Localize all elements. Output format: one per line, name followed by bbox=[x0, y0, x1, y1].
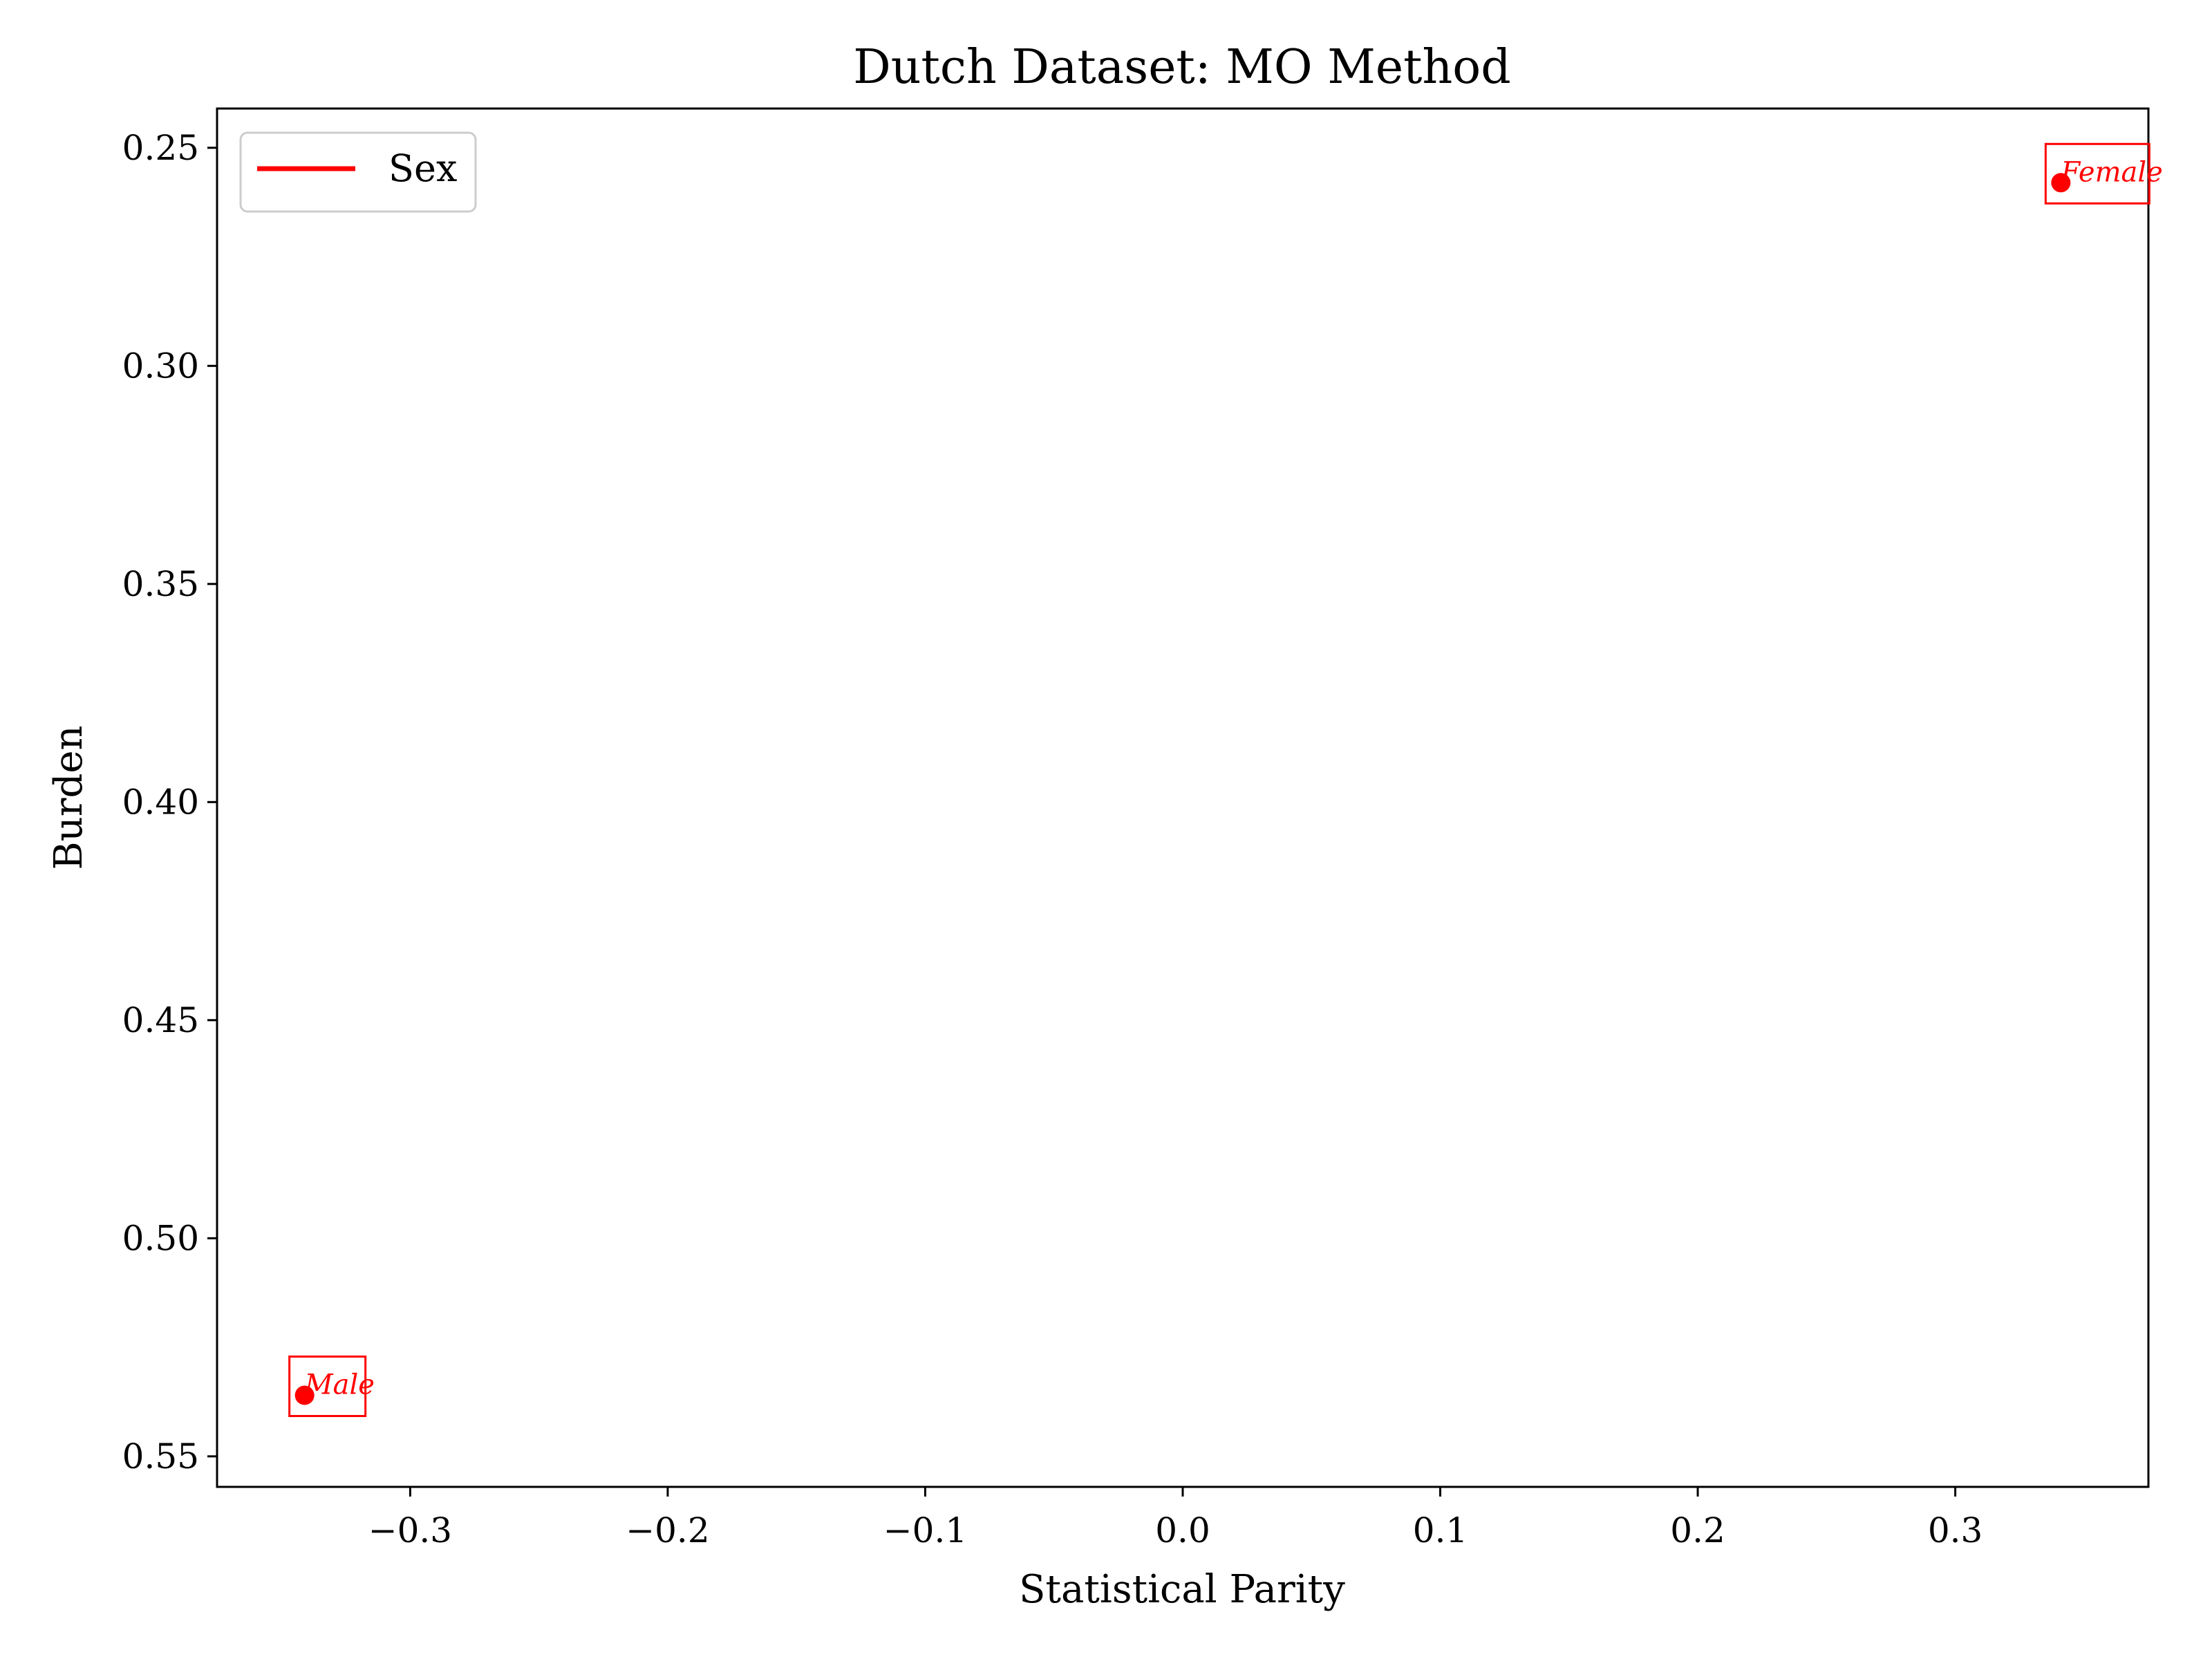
data-points: Male Female bbox=[288, 142, 2163, 1417]
x-axis-label: Statistical Parity bbox=[1019, 1567, 1345, 1612]
x-tick-label: 0.2 bbox=[1670, 1510, 1725, 1550]
x-tick-label: 0.3 bbox=[1928, 1510, 1983, 1550]
y-axis-label: Burden bbox=[46, 725, 91, 870]
chart-title: Dutch Dataset: MO Method bbox=[853, 40, 1511, 95]
data-point-male bbox=[294, 1385, 315, 1405]
legend: Sex bbox=[239, 131, 477, 213]
legend-box bbox=[239, 131, 477, 213]
y-tick-label: 0.50 bbox=[122, 1218, 199, 1258]
data-point-female bbox=[2051, 173, 2071, 193]
y-axis: 0.25 0.30 0.35 0.40 0.45 0.50 0.55 bbox=[122, 128, 217, 1477]
y-tick-label: 0.55 bbox=[122, 1436, 199, 1477]
x-tick-label: 0.1 bbox=[1413, 1510, 1468, 1550]
point-label-female: Female bbox=[2060, 156, 2162, 188]
x-tick-label: −0.1 bbox=[883, 1510, 967, 1550]
point-label-box-female bbox=[2044, 142, 2150, 205]
x-tick-label: −0.2 bbox=[626, 1510, 709, 1550]
y-tick-label: 0.25 bbox=[122, 128, 199, 168]
point-label-box-male bbox=[288, 1355, 367, 1417]
y-tick-label: 0.45 bbox=[122, 1000, 199, 1040]
y-tick-label: 0.40 bbox=[122, 782, 199, 822]
x-tick-label: 0.0 bbox=[1155, 1510, 1210, 1550]
x-axis: −0.3 −0.2 −0.1 0.0 0.1 0.2 0.3 bbox=[368, 1487, 1983, 1550]
y-tick-label: 0.30 bbox=[122, 346, 199, 386]
x-tick-label: −0.3 bbox=[368, 1510, 452, 1550]
y-tick-label: 0.35 bbox=[122, 564, 199, 604]
legend-sex-label: Sex bbox=[388, 147, 457, 190]
point-label-male: Male bbox=[304, 1369, 375, 1400]
